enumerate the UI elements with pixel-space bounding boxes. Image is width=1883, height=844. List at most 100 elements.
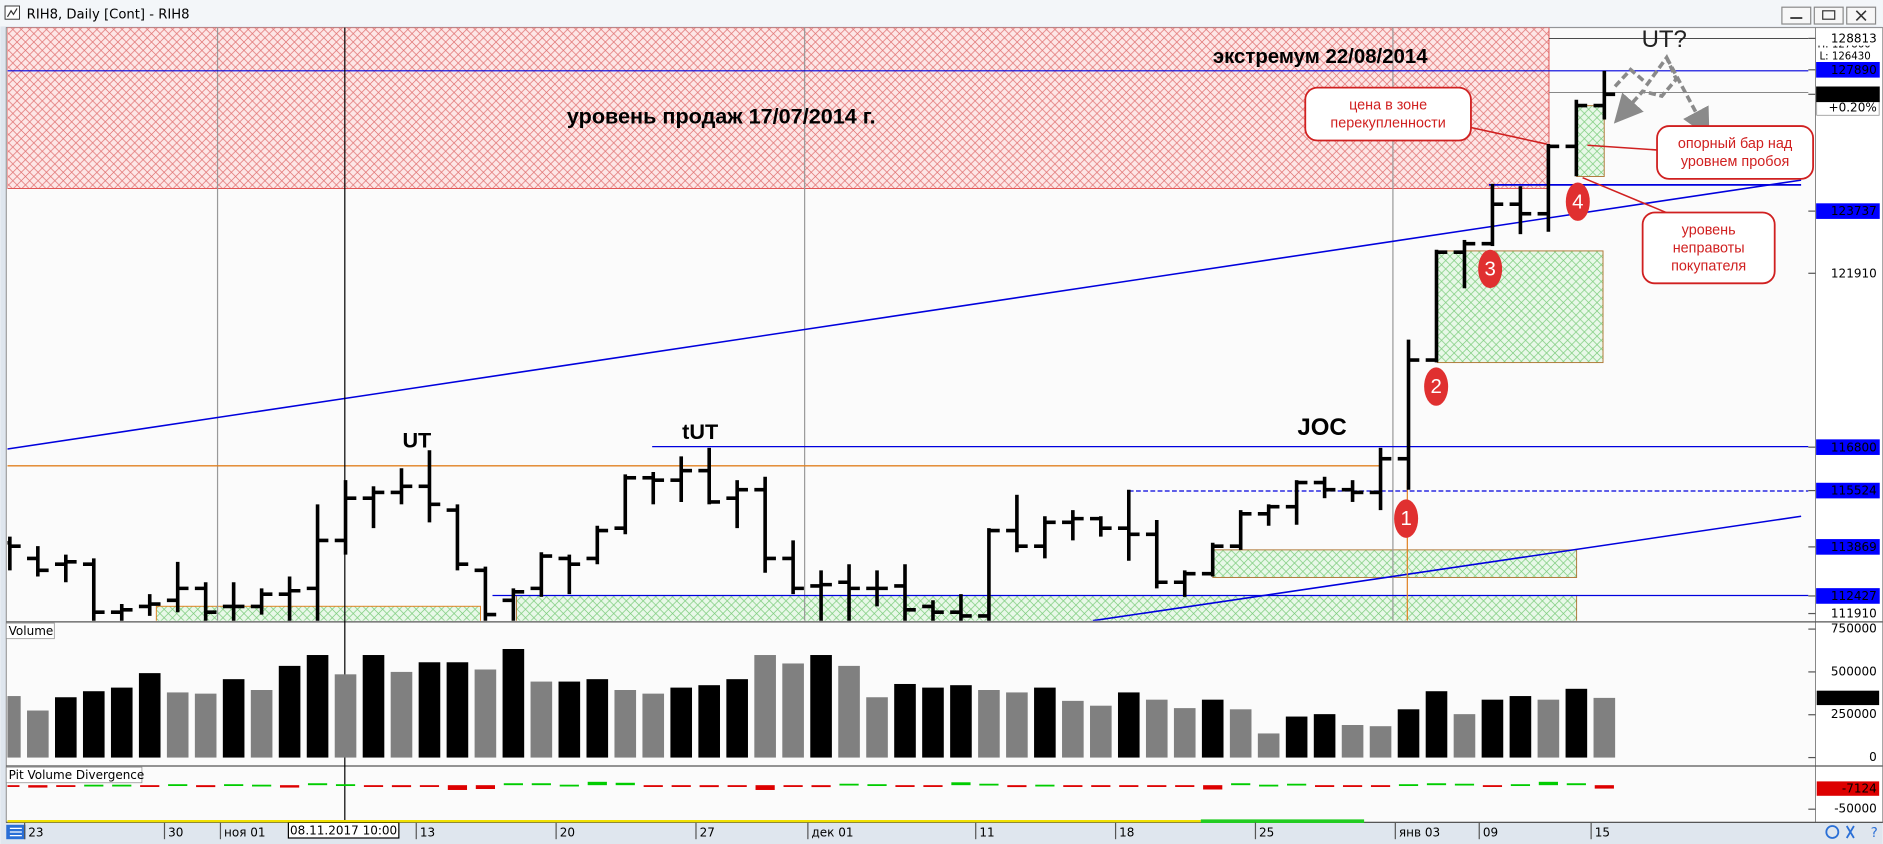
y-tick-label: 127170 bbox=[1831, 87, 1877, 101]
volume-bar bbox=[110, 687, 133, 758]
volume-bar bbox=[194, 693, 217, 758]
low-label: L: 126430 bbox=[1819, 51, 1870, 62]
menu-glyph bbox=[9, 827, 22, 837]
volume-bar bbox=[726, 679, 748, 758]
x-tick-label: 13 bbox=[420, 826, 435, 840]
volume-bar bbox=[138, 673, 161, 758]
volume-bar bbox=[530, 681, 553, 758]
link-icon[interactable] bbox=[1825, 825, 1840, 839]
volume-bar bbox=[1034, 687, 1056, 758]
volume-bar bbox=[1509, 696, 1532, 758]
volume-bar bbox=[1090, 705, 1112, 758]
cursor-date: 08.11.2017 10:00 bbox=[290, 823, 397, 837]
volume-bar bbox=[978, 690, 1000, 758]
volume-bar bbox=[390, 671, 413, 758]
volume-bar bbox=[1006, 692, 1028, 758]
volume-bar bbox=[362, 655, 385, 758]
annotation: UT bbox=[402, 428, 431, 453]
last-value-box bbox=[1816, 781, 1880, 796]
close-glyph bbox=[1855, 10, 1867, 21]
volume-bar bbox=[558, 681, 581, 758]
pvd-bars bbox=[7, 781, 1614, 790]
volume-bar bbox=[1341, 725, 1364, 758]
callout-text: уровнем пробоя bbox=[1681, 154, 1789, 170]
volume-bar bbox=[7, 696, 21, 758]
y-tick-label: 0 bbox=[1869, 750, 1877, 764]
price-bars bbox=[7, 70, 1616, 621]
pvd-bar bbox=[1398, 784, 1419, 787]
volume-bar bbox=[950, 685, 972, 758]
y-tick-label: 113869 bbox=[1831, 540, 1877, 554]
tick-label-box bbox=[1816, 203, 1880, 219]
change-label: +0.20% bbox=[1829, 101, 1877, 115]
pvd-bar bbox=[727, 785, 747, 787]
pvd-bar bbox=[643, 785, 663, 787]
pane-title-box bbox=[5, 766, 143, 784]
buy-zone bbox=[1576, 105, 1605, 177]
y-tick-label: 121910 bbox=[1831, 266, 1877, 280]
y-tick-label: -50000 bbox=[1834, 802, 1877, 816]
zoom-icon[interactable] bbox=[1845, 825, 1855, 839]
x-tick-label: янв 03 bbox=[1399, 826, 1440, 840]
pvd-bar bbox=[1482, 785, 1503, 787]
callout-text: перекупленности bbox=[1330, 115, 1445, 131]
volume-bar bbox=[1565, 688, 1588, 758]
volume-bar bbox=[250, 690, 273, 758]
pvd-bar bbox=[1119, 785, 1139, 787]
minimize-button[interactable] bbox=[1781, 6, 1812, 25]
pvd-bar bbox=[1091, 785, 1111, 787]
callout-pointer bbox=[1582, 176, 1670, 215]
x-tick-label: 20 bbox=[560, 826, 575, 840]
pvd-bar bbox=[699, 785, 719, 788]
volume-bar bbox=[1145, 699, 1168, 758]
pvd-bar bbox=[7, 785, 20, 787]
pvd-bar bbox=[1147, 785, 1167, 787]
callout-text: покупателя bbox=[1671, 258, 1746, 274]
volume-bar bbox=[922, 687, 944, 758]
callout-box bbox=[1641, 211, 1776, 285]
pvd-bar bbox=[168, 784, 188, 787]
volume-bar bbox=[894, 683, 916, 758]
volume-bar bbox=[1481, 699, 1504, 758]
pvd-bar bbox=[1314, 785, 1335, 787]
callout-text: опорный бар над bbox=[1678, 136, 1793, 152]
annotation: JOC bbox=[1297, 414, 1346, 441]
callout-text: цена в зоне bbox=[1349, 97, 1427, 113]
last-value-box bbox=[1816, 690, 1880, 706]
marker bbox=[1565, 182, 1590, 221]
volume-bar bbox=[866, 697, 888, 758]
volume-bar bbox=[642, 693, 665, 758]
x-tick-label: 18 bbox=[1119, 826, 1134, 840]
volume-bar bbox=[1117, 692, 1140, 758]
app-icon-glyph bbox=[6, 8, 18, 18]
pvd-bar bbox=[84, 784, 104, 787]
pvd-bar bbox=[475, 785, 496, 790]
volume-bar bbox=[334, 674, 357, 758]
restore-glyph bbox=[1822, 10, 1836, 20]
pvd-bar bbox=[279, 785, 300, 788]
pvd-bar bbox=[671, 785, 691, 787]
pvd-bar bbox=[979, 783, 999, 786]
pvd-bar bbox=[783, 785, 803, 787]
marker-label: 3 bbox=[1484, 259, 1495, 281]
pvd-bar bbox=[140, 785, 160, 787]
pvd-bar bbox=[1594, 785, 1614, 789]
volume-bar bbox=[1369, 726, 1392, 758]
marker bbox=[1424, 367, 1449, 406]
callout-box bbox=[1304, 86, 1472, 142]
restore-button[interactable] bbox=[1813, 6, 1844, 25]
pvd-bar bbox=[1454, 783, 1475, 786]
tick-label-box bbox=[1816, 31, 1880, 46]
volume-bar bbox=[1425, 691, 1448, 758]
help-icon[interactable]: ? bbox=[1871, 826, 1878, 841]
volume-bar bbox=[1537, 699, 1560, 758]
pvd-bar bbox=[419, 785, 440, 787]
volume-bars bbox=[7, 648, 1616, 758]
pvd-bar bbox=[252, 784, 272, 787]
pvd-bar bbox=[867, 784, 887, 787]
pvd-bar bbox=[1203, 785, 1223, 790]
pvd-bar bbox=[1287, 783, 1307, 786]
pvd-bar bbox=[1566, 783, 1586, 786]
